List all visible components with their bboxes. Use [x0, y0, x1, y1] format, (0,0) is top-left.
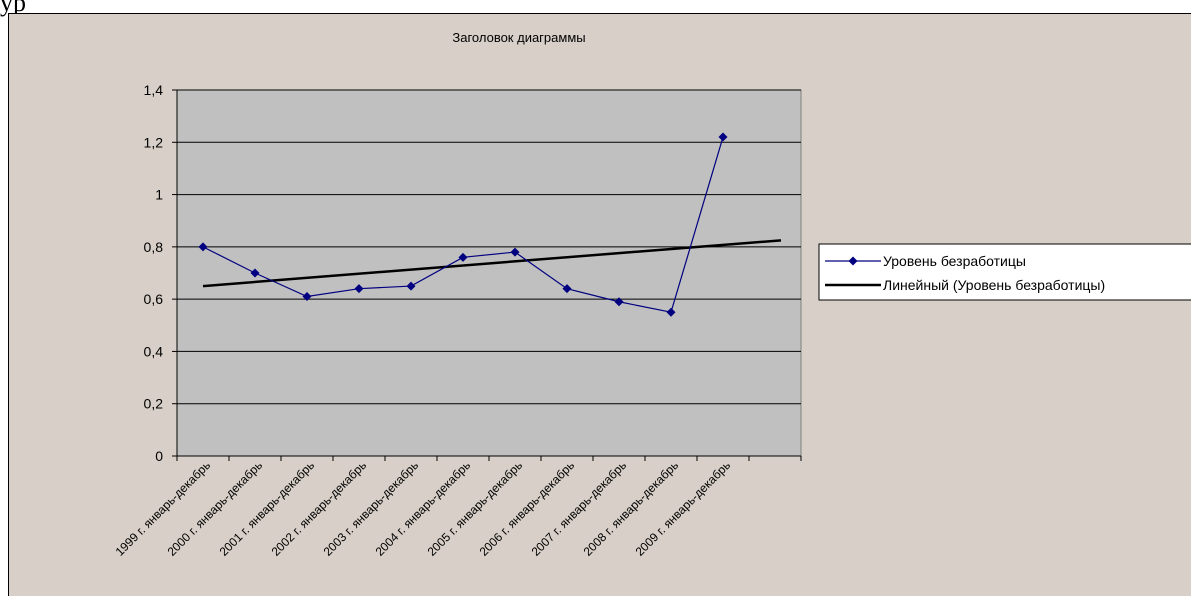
x-tick-label: 2001 г. январь-декабрь: [217, 458, 318, 559]
x-tick-label: 2009 г. январь-декабрь: [633, 458, 734, 559]
data-point: [302, 292, 312, 302]
x-tick-label: 2002 г. январь-декабрь: [269, 458, 370, 559]
y-tick-label: 0,6: [144, 291, 164, 307]
data-point: [458, 252, 468, 262]
data-point: [718, 132, 728, 142]
chart-title: Заголовок диаграммы: [452, 30, 585, 45]
x-tick-label: 2000 г. январь-декабрь: [165, 458, 266, 559]
data-point: [666, 307, 676, 317]
legend-label-trend: Линейный (Уровень безработицы): [883, 277, 1105, 293]
y-tick-label: 1: [155, 187, 163, 203]
x-tick-label: 2006 г. январь-декабрь: [477, 458, 578, 559]
data-point: [354, 284, 364, 294]
y-tick-label: 0,8: [144, 239, 164, 255]
legend-label-series: Уровень безработицы: [883, 253, 1026, 269]
chart-svg: 0 0,2 0,4 0,6 0,8 1 1,2 1,4 1999 г. январь-декаб…: [113, 30, 1191, 559]
y-tick-label: 1,4: [144, 82, 164, 98]
x-tick-label: 2004 г. январь-декабрь: [373, 458, 474, 559]
x-tick-label: 2005 г. январь-декабрь: [425, 458, 526, 559]
x-tick-label: 1999 г. январь-декабрь: [113, 458, 214, 559]
page-fragment-text: ур: [0, 0, 26, 17]
data-point: [406, 281, 416, 291]
plot-area: [176, 89, 802, 457]
x-tick-label: 2008 г. январь-декабрь: [581, 458, 682, 559]
legend-box: [818, 243, 1191, 301]
x-tick-label: 2003 г. январь-декабрь: [321, 458, 422, 559]
data-point: [198, 242, 208, 252]
trendline: [202, 239, 782, 288]
data-point: [510, 247, 520, 257]
y-tick-label: 0: [155, 448, 163, 464]
y-tick-label: 0,2: [144, 396, 164, 412]
chart-area: 0 0,2 0,4 0,6 0,8 1 1,2 1,4 1999 г. январь-декаб…: [8, 13, 1191, 596]
data-point: [614, 297, 624, 307]
data-point: [250, 268, 260, 278]
x-tick-label: 2007 г. январь-декабрь: [529, 458, 630, 559]
data-point: [562, 284, 572, 294]
legend-marker-series: [848, 256, 858, 266]
y-tick-label: 1,2: [144, 134, 164, 150]
y-tick-label: 0,4: [144, 343, 164, 359]
